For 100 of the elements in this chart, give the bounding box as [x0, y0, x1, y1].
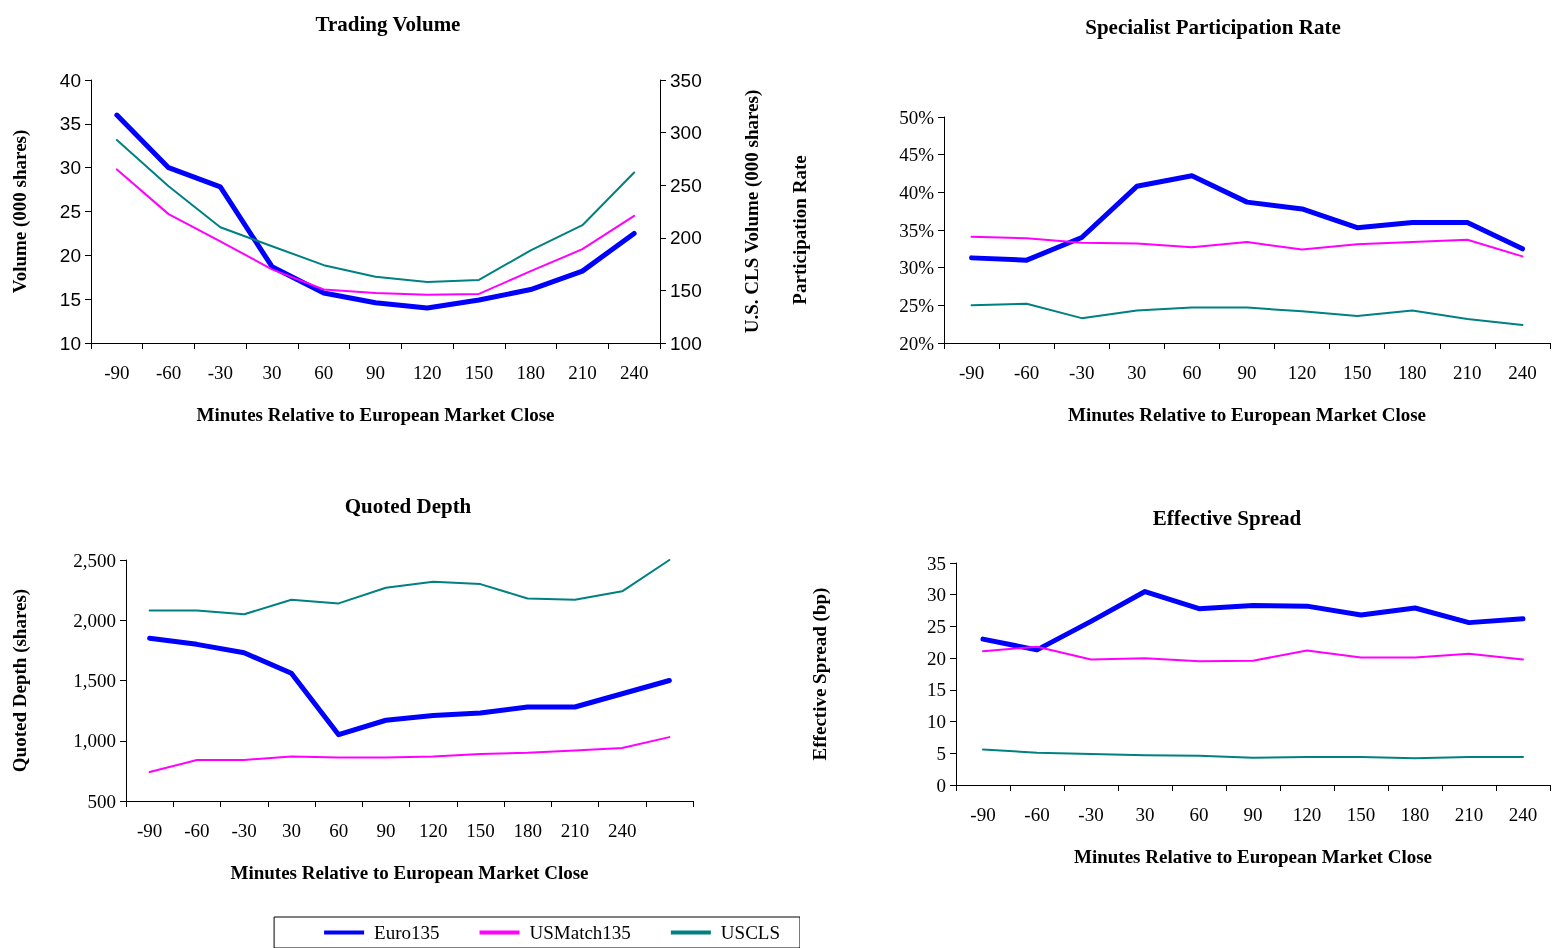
x-axis-title: Minutes Relative to European Market Close: [196, 404, 555, 425]
x-tick-label: 180: [513, 820, 542, 841]
y2-tick-label: 150: [670, 279, 702, 301]
y-tick-label: 1,500: [73, 670, 116, 691]
y2-axis-title: U.S. CLS Volume (000 shares): [740, 89, 763, 334]
x-axis-title: Minutes Relative to European Market Close: [1068, 404, 1426, 425]
y-tick-label: 10: [927, 711, 946, 733]
x-tick-label: -60: [155, 362, 182, 383]
y-tick-label: 15: [59, 288, 81, 310]
y-axis-title: Quoted Depth (shares): [8, 588, 31, 773]
y-tick-label: 30%: [899, 257, 935, 279]
chart-title: Specialist Participation Rate: [1085, 14, 1341, 39]
y-tick-label: 0: [936, 774, 946, 796]
x-tick-label: 30: [1127, 362, 1147, 383]
x-tick-label: -30: [207, 362, 233, 383]
x-tick-label: -30: [231, 820, 257, 841]
x-tick-label: -60: [1013, 362, 1040, 383]
chart-title: Quoted Depth: [344, 493, 472, 518]
y-tick-label: 1,000: [73, 730, 116, 752]
x-tick-label: 240: [619, 362, 649, 383]
x-axis-title: Minutes Relative to European Market Close: [230, 862, 589, 883]
x-tick-label: -30: [1069, 362, 1095, 383]
x-tick-label: 210: [1454, 804, 1484, 825]
y2-tick-label: 250: [670, 174, 702, 196]
x-tick-label: 180: [1398, 362, 1427, 383]
x-tick-label: 180: [1400, 804, 1430, 825]
x-tick-label: -90: [958, 362, 985, 383]
x-tick-label: 90: [366, 362, 385, 383]
y-tick-label: 20: [927, 647, 946, 669]
y-tick-label: 2,500: [73, 549, 116, 571]
x-tick-label: 210: [568, 362, 597, 383]
x-tick-label: 210: [560, 820, 590, 841]
x-tick-label: 150: [1346, 804, 1376, 825]
y2-tick-label: 300: [670, 122, 702, 144]
line-series: [970, 302, 1524, 326]
y-tick-label: 35: [59, 113, 81, 135]
x-tick-label: 150: [1342, 362, 1372, 383]
x-axis-title: Minutes Relative to European Market Close: [1074, 846, 1432, 867]
x-tick-label: 210: [1453, 362, 1482, 383]
x-tick-label: 180: [516, 362, 545, 383]
y2-tick-label: 100: [670, 332, 702, 354]
x-tick-label: -60: [1024, 804, 1050, 825]
x-tick-label: 120: [412, 362, 442, 383]
y-tick-label: 15: [927, 679, 946, 701]
chart-title: Effective Spread: [1152, 505, 1302, 530]
y2-tick-label: 350: [670, 69, 702, 91]
x-tick-label: 240: [607, 820, 637, 841]
y-axis-title: Participation Rate: [788, 155, 810, 305]
x-tick-label: 150: [466, 820, 495, 841]
x-tick-label: 60: [1189, 804, 1209, 825]
y-tick-label: 30: [59, 157, 81, 179]
y-tick-label: 35%: [899, 219, 935, 241]
x-tick-label: 60: [314, 362, 334, 383]
y-tick-label: 35: [927, 552, 946, 574]
x-tick-label: 30: [281, 820, 301, 841]
x-tick-label: 120: [1292, 804, 1322, 825]
y-tick-label: 45%: [899, 144, 935, 166]
x-tick-label: 120: [418, 820, 448, 841]
line-series: [970, 235, 1524, 258]
y-tick-label: 20%: [899, 332, 935, 354]
x-tick-label: 120: [1287, 362, 1317, 383]
legend-label: USMatch135: [529, 922, 631, 943]
y-tick-label: 5: [936, 742, 946, 764]
line-series: [115, 138, 636, 283]
x-tick-label: -90: [136, 820, 163, 841]
line-series: [148, 736, 671, 774]
x-tick-label: 60: [1182, 362, 1202, 383]
line-series: [982, 645, 1524, 663]
y-tick-label: 30: [927, 584, 946, 606]
x-tick-label: -90: [970, 804, 996, 825]
x-tick-label: 240: [1508, 804, 1538, 825]
y-tick-label: 40%: [899, 181, 935, 203]
y-tick-label: 25: [59, 201, 81, 222]
y-tick-label: 20: [59, 244, 81, 266]
x-tick-label: 90: [1243, 804, 1263, 825]
y2-tick-label: 200: [670, 227, 702, 249]
chart-title: Trading Volume: [315, 11, 461, 36]
line-series: [115, 168, 636, 296]
y-tick-label: 25%: [899, 294, 935, 316]
x-tick-label: -30: [1078, 804, 1104, 825]
x-tick-label: 90: [1237, 362, 1257, 383]
x-tick-label: 60: [329, 820, 349, 841]
x-tick-label: -90: [104, 362, 130, 383]
y-tick-label: 500: [87, 790, 116, 812]
y-tick-label: 25: [927, 615, 946, 637]
x-tick-label: 240: [1508, 362, 1537, 383]
x-tick-label: 30: [262, 362, 282, 383]
line-series: [982, 748, 1524, 760]
y-axis-title: Effective Spread (bp): [808, 587, 831, 761]
legend-label: Euro135: [374, 922, 440, 943]
legend-label: USCLS: [720, 922, 781, 943]
x-tick-label: -60: [184, 820, 210, 841]
x-tick-label: 150: [464, 362, 494, 383]
y-tick-label: 50%: [899, 106, 935, 128]
y-tick-label: 2,000: [73, 609, 116, 631]
y-tick-label: 40: [59, 69, 81, 91]
x-tick-label: 90: [376, 820, 396, 841]
line-series: [148, 559, 671, 616]
y-tick-label: 10: [59, 332, 81, 354]
x-tick-label: 30: [1135, 804, 1155, 825]
